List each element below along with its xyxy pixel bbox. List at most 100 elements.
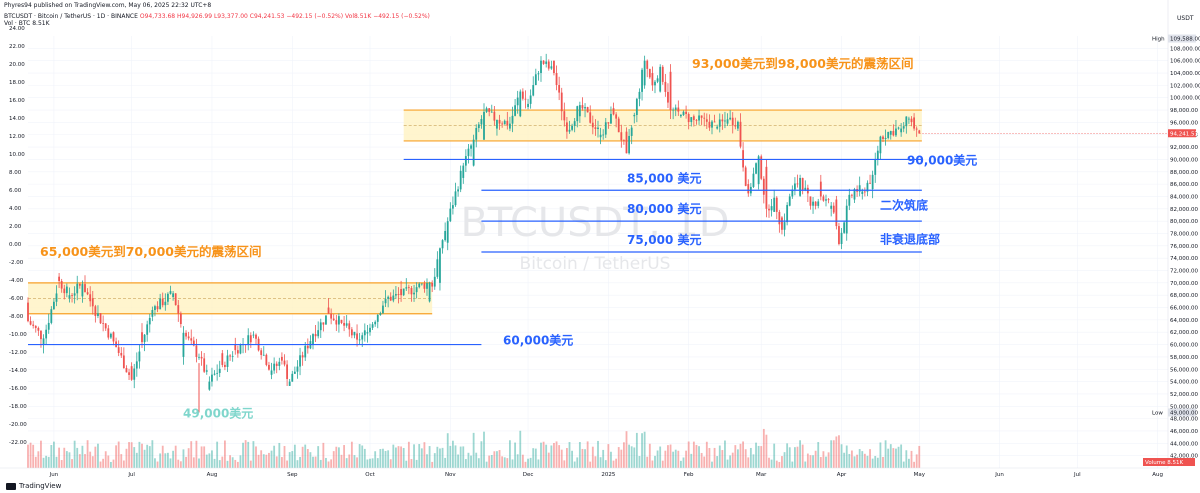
candle-body <box>397 294 400 295</box>
volume-bar <box>413 444 415 468</box>
volume-bar <box>550 445 553 468</box>
time-tick-label: Nov <box>445 472 456 478</box>
candle-body <box>104 323 107 329</box>
volume-bar <box>819 457 822 468</box>
candle-body <box>405 287 408 289</box>
volume-bar <box>405 460 408 468</box>
candle-body <box>73 293 76 296</box>
volume-bar <box>646 456 649 468</box>
price-tick-label: 102,000.00 <box>1170 83 1200 89</box>
ranging-zones: 93,000美元到98,000美元的震荡区间 65,000美元到70,000美元的… <box>28 56 922 315</box>
volume-bar <box>58 447 60 468</box>
price-tick-label: 48,000.00 <box>1170 417 1198 423</box>
volume-bar <box>172 450 174 468</box>
volume-bar <box>669 444 672 468</box>
volume-bar <box>540 442 542 468</box>
volume-bar <box>462 446 465 468</box>
candle-body <box>788 196 791 206</box>
candle-body <box>319 322 322 331</box>
volume-bar <box>244 440 247 468</box>
candle-body <box>436 259 439 277</box>
candle-body <box>553 60 555 74</box>
volume-bar <box>174 445 177 468</box>
volume-bar <box>620 449 623 468</box>
volume-indicator-label[interactable]: Vol · BTC 8.51K <box>4 20 50 27</box>
candle-body <box>630 127 633 136</box>
candle-body <box>389 296 392 301</box>
volume-bar <box>203 446 206 468</box>
candle-body <box>322 322 325 325</box>
candle-body <box>480 118 483 125</box>
candle-body <box>540 60 542 74</box>
candle-body <box>446 221 449 243</box>
candle-body <box>501 123 504 125</box>
candle-body <box>255 334 257 339</box>
candle-body <box>527 103 529 107</box>
candle-body <box>747 184 750 194</box>
candle-body <box>146 324 149 335</box>
volume-bar <box>848 453 851 468</box>
candle-body <box>226 355 229 367</box>
high-label: High <box>1152 37 1165 43</box>
left-tick-label: -22.00 <box>9 440 27 446</box>
candle-body <box>475 128 478 140</box>
candle-body <box>402 288 405 296</box>
candle-body <box>620 132 623 141</box>
volume-bar <box>319 459 322 468</box>
candle-body <box>120 352 123 356</box>
candle-body <box>203 358 206 372</box>
volume-bar <box>428 446 431 468</box>
left-tick-label: 2.00 <box>9 224 22 230</box>
candle-body <box>498 119 501 124</box>
volume-bar <box>84 454 86 468</box>
tradingview-footer[interactable]: TradingView <box>6 482 61 490</box>
candle-body <box>822 196 825 201</box>
volume-bar <box>50 444 53 468</box>
volume-bar <box>379 449 382 468</box>
volume-bar <box>55 456 58 468</box>
volume-bar <box>817 442 820 468</box>
volume-bar <box>496 451 498 468</box>
volume-bar <box>179 461 182 468</box>
candle-body <box>42 338 45 345</box>
support-label: 49,000美元 <box>183 405 253 420</box>
price-tick-label: 74,000.00 <box>1170 256 1198 262</box>
volume-bar <box>185 456 187 468</box>
candle-body <box>519 91 522 117</box>
volume-bar <box>327 461 330 468</box>
candle-body <box>301 355 304 358</box>
candle-body <box>45 329 48 339</box>
support-label: 85,000 美元 <box>627 170 702 185</box>
volume-bar <box>703 456 706 468</box>
volume-bar <box>221 456 224 468</box>
volume-bar <box>612 460 615 468</box>
candle-body <box>830 205 833 209</box>
volume-bar <box>148 446 151 468</box>
candle-body <box>358 339 361 341</box>
price-tick-label: 46,000.00 <box>1170 429 1198 435</box>
volume-bar <box>350 441 353 468</box>
symbol-info[interactable]: BTCUSDT · Bitcoin / TetherUS · 1D · BINA… <box>4 13 138 20</box>
volume-bar <box>895 448 897 468</box>
left-tick-label: -16.00 <box>9 386 27 392</box>
volume-bar <box>874 455 877 468</box>
volume-bar <box>177 459 180 468</box>
volume-bar <box>858 449 861 468</box>
candle-body <box>415 287 418 293</box>
candle-body <box>713 121 716 123</box>
volume-bar <box>661 460 664 468</box>
candle-body <box>275 363 278 366</box>
volume-bar <box>490 455 493 468</box>
candle-body <box>387 296 390 299</box>
volume-bar <box>514 442 516 468</box>
volume-bar <box>534 448 537 468</box>
annotation-label: 非衰退底部 <box>880 232 940 247</box>
volume-bar <box>863 453 866 468</box>
candle-body <box>407 287 410 289</box>
volume-bar <box>122 460 125 468</box>
volume-bar <box>812 455 814 468</box>
volume-bar <box>537 459 540 468</box>
volume-bar <box>734 445 737 468</box>
volume-bar <box>374 451 377 468</box>
